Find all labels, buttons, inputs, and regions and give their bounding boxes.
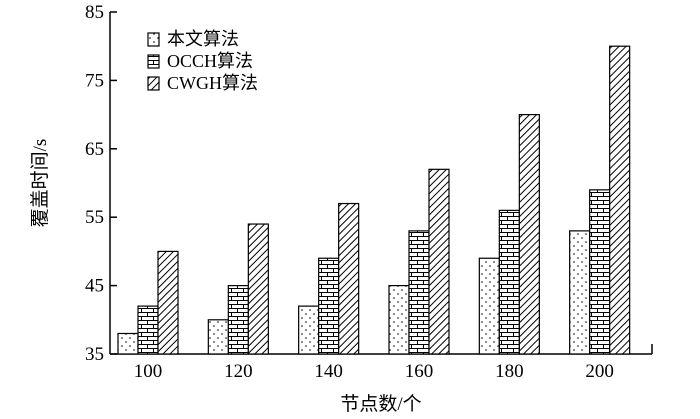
x-tick-label: 160 (405, 361, 434, 382)
y-tick-label: 35 (85, 344, 104, 365)
legend-label-1: 本文算法 (167, 29, 239, 49)
bar-series-3-100 (157, 250, 179, 355)
bar-series-1-200 (569, 230, 591, 355)
legend-swatch-1 (147, 32, 160, 47)
legend-label-3: CWGH算法 (167, 73, 258, 93)
legend-swatch-2 (147, 54, 160, 69)
bar-series-3-140 (338, 202, 360, 355)
bar-series-3-180 (518, 113, 540, 355)
x-tick-label: 200 (585, 361, 614, 382)
legend-label-2: OCCH算法 (167, 51, 253, 71)
bar-series-2-120 (227, 285, 249, 355)
x-ticks: 100 120 140 160 180 200 (134, 361, 614, 382)
bar-series-2-200 (589, 189, 611, 355)
bars (117, 45, 631, 355)
bar-series-3-160 (428, 168, 450, 355)
y-tick-label: 85 (85, 2, 104, 23)
y-tick-label: 55 (85, 207, 104, 228)
bar-series-3-120 (247, 223, 269, 355)
legend-swatch-3 (147, 76, 160, 91)
x-tick-label: 120 (224, 361, 253, 382)
bar-series-2-100 (137, 305, 159, 355)
x-tick-label: 140 (314, 361, 343, 382)
axes (109, 12, 653, 355)
bar-series-1-180 (478, 257, 500, 355)
bar-series-1-120 (207, 319, 229, 355)
bar-series-1-160 (388, 285, 410, 355)
bar-series-3-200 (609, 45, 631, 355)
x-tick-label: 180 (495, 361, 524, 382)
bar-series-2-160 (408, 230, 430, 355)
y-tick-label: 75 (85, 70, 104, 91)
y-tick-label: 45 (85, 276, 104, 297)
x-tick-label: 100 (134, 361, 163, 382)
x-axis-label: 节点数/个 (340, 393, 421, 415)
bar-series-1-100 (117, 332, 139, 355)
bar-series-2-140 (318, 257, 340, 355)
bar-series-2-180 (498, 209, 520, 355)
bar-series-1-140 (298, 305, 320, 355)
y-axis-label: 覆盖时间/s (29, 139, 51, 228)
y-ticks: 35 45 55 65 75 85 (85, 2, 117, 365)
y-tick-label: 65 (85, 139, 104, 160)
